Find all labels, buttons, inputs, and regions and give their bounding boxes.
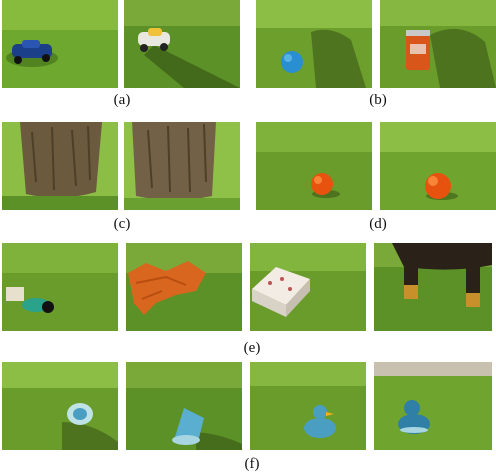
label-f: (f): [244, 456, 260, 472]
image-e-3-white-box: [250, 243, 366, 331]
image-e-1-green-toy: [2, 243, 118, 331]
label-a: (a): [113, 92, 131, 108]
label-c: (c): [113, 216, 131, 232]
image-e-4-dog-legs: [374, 243, 492, 331]
image-c-left-tree-trunk: [2, 122, 118, 210]
image-b-left-blue-ball: [256, 0, 372, 88]
image-f-2-light-blue-object: [126, 362, 242, 450]
image-a-left-blue-toy-car: [2, 0, 118, 88]
label-e: (e): [243, 340, 261, 356]
image-e-2-orange-leaves: [126, 243, 242, 331]
image-d-right-orange-ball: [380, 122, 496, 210]
image-c-right-tree-trunk: [124, 122, 240, 210]
image-a-right-white-toy-car: [124, 0, 240, 88]
label-d: (d): [369, 216, 387, 232]
label-b: (b): [369, 92, 387, 108]
image-d-left-orange-ball: [256, 122, 372, 210]
image-f-3-blue-rubber-duck: [250, 362, 366, 450]
image-b-right-soda-can: [380, 0, 496, 88]
image-f-4-blue-rubber-duck: [374, 362, 492, 450]
image-f-1-light-blue-object: [2, 362, 118, 450]
